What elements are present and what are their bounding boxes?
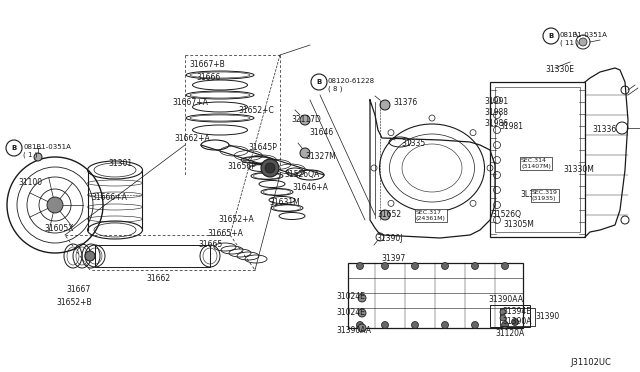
Text: 31666+A: 31666+A bbox=[91, 193, 127, 202]
Circle shape bbox=[579, 38, 587, 46]
Text: 31667: 31667 bbox=[66, 285, 90, 294]
Circle shape bbox=[85, 251, 95, 261]
Text: B: B bbox=[316, 79, 322, 85]
Text: 31330M: 31330M bbox=[563, 165, 594, 174]
Text: 31330E: 31330E bbox=[545, 65, 574, 74]
Text: 31390A: 31390A bbox=[502, 317, 531, 326]
Text: 31981: 31981 bbox=[499, 122, 523, 131]
Text: 31666: 31666 bbox=[196, 73, 220, 82]
Text: 31646: 31646 bbox=[309, 128, 333, 137]
Text: 31667+A: 31667+A bbox=[172, 98, 208, 107]
Circle shape bbox=[356, 263, 364, 269]
Circle shape bbox=[47, 197, 63, 213]
Text: SEC.319
(31935): SEC.319 (31935) bbox=[532, 190, 558, 201]
Text: 31662+A: 31662+A bbox=[174, 134, 210, 143]
Text: 31024E: 31024E bbox=[336, 308, 365, 317]
Text: 31120A: 31120A bbox=[495, 329, 524, 338]
Text: 31336: 31336 bbox=[592, 125, 616, 134]
Circle shape bbox=[358, 309, 366, 317]
Text: 31305M: 31305M bbox=[503, 220, 534, 229]
Text: 31301: 31301 bbox=[108, 159, 132, 168]
Circle shape bbox=[472, 321, 479, 328]
Text: 31656P: 31656P bbox=[227, 162, 256, 171]
Circle shape bbox=[381, 263, 388, 269]
Text: 31335: 31335 bbox=[401, 139, 425, 148]
Text: 31526QA: 31526QA bbox=[284, 170, 319, 179]
Text: 31645P: 31645P bbox=[248, 143, 277, 152]
Circle shape bbox=[380, 100, 390, 110]
Circle shape bbox=[380, 210, 390, 220]
Text: 31397: 31397 bbox=[381, 254, 405, 263]
Bar bbox=[348, 263, 523, 328]
Text: 3L310P: 3L310P bbox=[520, 190, 548, 199]
Text: 31652+B: 31652+B bbox=[56, 298, 92, 307]
Text: 32117D: 32117D bbox=[291, 115, 321, 124]
Text: 31376: 31376 bbox=[393, 98, 417, 107]
Circle shape bbox=[412, 321, 419, 328]
Circle shape bbox=[265, 163, 275, 173]
Text: 31652+A: 31652+A bbox=[218, 215, 253, 224]
Circle shape bbox=[500, 309, 506, 315]
Text: 31100: 31100 bbox=[18, 178, 42, 187]
Circle shape bbox=[358, 324, 366, 332]
Text: 31988: 31988 bbox=[484, 108, 508, 117]
Text: 31024E: 31024E bbox=[336, 292, 365, 301]
Text: 31646+A: 31646+A bbox=[292, 183, 328, 192]
Text: 31662: 31662 bbox=[146, 274, 170, 283]
Text: ( 11 ): ( 11 ) bbox=[560, 39, 579, 45]
Text: 31665: 31665 bbox=[198, 240, 222, 249]
Bar bbox=[490, 82, 585, 237]
Circle shape bbox=[300, 115, 310, 125]
Circle shape bbox=[511, 318, 518, 326]
Circle shape bbox=[472, 263, 479, 269]
Text: 31390AA: 31390AA bbox=[488, 295, 523, 304]
Text: 31526Q: 31526Q bbox=[491, 210, 521, 219]
Text: J31102UC: J31102UC bbox=[570, 358, 611, 367]
Circle shape bbox=[412, 263, 419, 269]
Circle shape bbox=[502, 321, 509, 328]
Circle shape bbox=[34, 153, 42, 161]
Circle shape bbox=[358, 294, 366, 302]
Text: 08120-61228: 08120-61228 bbox=[328, 78, 375, 84]
Circle shape bbox=[300, 148, 310, 158]
Text: 31394E: 31394E bbox=[502, 307, 531, 316]
Text: 31327M: 31327M bbox=[305, 152, 336, 161]
Circle shape bbox=[356, 321, 364, 328]
Text: 31652+C: 31652+C bbox=[238, 106, 274, 115]
Text: ( 8 ): ( 8 ) bbox=[328, 85, 342, 92]
Text: 081B1-0351A: 081B1-0351A bbox=[560, 32, 608, 38]
Circle shape bbox=[261, 159, 279, 177]
Text: 31390: 31390 bbox=[535, 312, 559, 321]
Text: 31390AA: 31390AA bbox=[336, 326, 371, 335]
Text: 31665+A: 31665+A bbox=[207, 229, 243, 238]
Text: ( 1 ): ( 1 ) bbox=[23, 151, 38, 157]
Text: 31667+B: 31667+B bbox=[189, 60, 225, 69]
Circle shape bbox=[502, 263, 509, 269]
Circle shape bbox=[442, 263, 449, 269]
Text: 31991: 31991 bbox=[484, 97, 508, 106]
Circle shape bbox=[500, 315, 506, 321]
Bar bbox=[490, 305, 530, 327]
Text: 31631M: 31631M bbox=[269, 198, 300, 207]
Bar bbox=[95, 245, 210, 267]
Text: SEC.317
(24361M): SEC.317 (24361M) bbox=[416, 210, 446, 221]
Text: 081B1-0351A: 081B1-0351A bbox=[23, 144, 71, 150]
Text: SEC.314
(31407M): SEC.314 (31407M) bbox=[521, 158, 551, 169]
Text: B: B bbox=[548, 33, 554, 39]
Circle shape bbox=[442, 321, 449, 328]
Bar bbox=[495, 87, 580, 232]
Text: 31986: 31986 bbox=[484, 119, 508, 128]
Text: 31390J: 31390J bbox=[376, 234, 403, 243]
Text: B: B bbox=[12, 145, 17, 151]
Text: 31652: 31652 bbox=[377, 210, 401, 219]
Text: 31605X: 31605X bbox=[44, 224, 74, 233]
Circle shape bbox=[381, 321, 388, 328]
Bar bbox=[500, 308, 535, 326]
